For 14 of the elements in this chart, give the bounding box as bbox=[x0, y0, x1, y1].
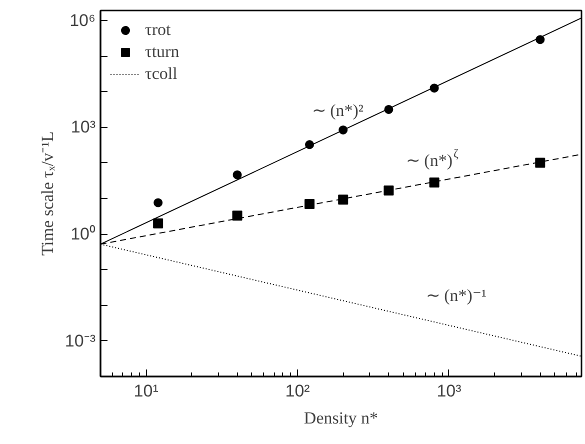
legend-label: τrot bbox=[145, 20, 171, 40]
x-tick-label: 10² bbox=[285, 382, 310, 400]
annotation: ∼ (n*)² bbox=[312, 101, 364, 120]
y-tick-label: 10⁻³ bbox=[64, 331, 96, 350]
legend-label: τturn bbox=[145, 42, 180, 62]
x-tick-label: 10¹ bbox=[134, 382, 159, 400]
y-tick-label: 10⁰ bbox=[70, 224, 96, 244]
y-axis-title: Time scale τₓ/v⁻¹L bbox=[38, 131, 57, 256]
x-tick-label: 10³ bbox=[436, 382, 462, 400]
y-tick-label: 10⁶ bbox=[70, 10, 96, 30]
annotation: ∼ (n*)⁻¹ bbox=[426, 286, 487, 305]
legend-label: τcoll bbox=[145, 64, 178, 84]
y-tick-label: 10³ bbox=[70, 118, 96, 137]
x-axis-title: Density n* bbox=[304, 408, 378, 428]
